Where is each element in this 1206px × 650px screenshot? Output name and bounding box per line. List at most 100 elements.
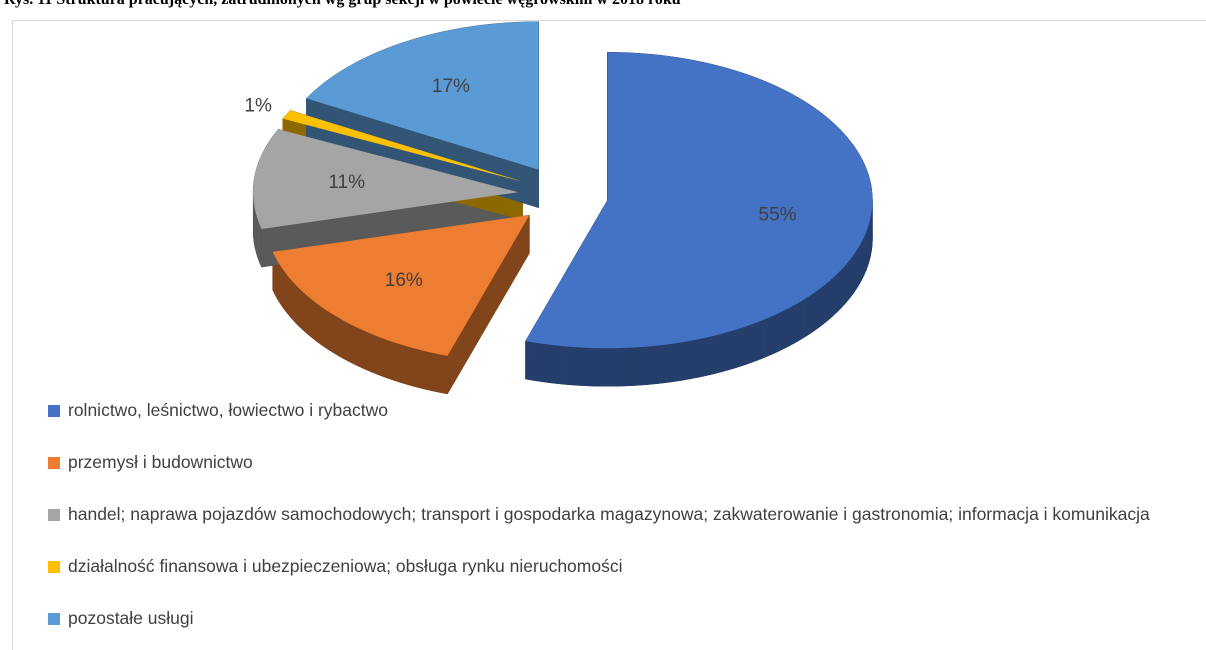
slice-side xyxy=(793,301,801,344)
slice-side xyxy=(774,311,782,354)
slice-side xyxy=(672,342,682,382)
slice-side xyxy=(345,321,352,364)
slice-side xyxy=(753,320,761,363)
slice-side xyxy=(865,228,868,272)
slice-side xyxy=(681,340,691,381)
slice-side xyxy=(836,269,842,313)
data-label: 1% xyxy=(244,95,272,116)
slice-side xyxy=(407,346,416,388)
slice-side xyxy=(415,348,424,390)
slice-side xyxy=(806,293,813,337)
slice-side xyxy=(576,347,587,387)
data-label: 17% xyxy=(432,76,470,97)
legend-item: przemysł i budownictwo xyxy=(48,452,1206,472)
slice-side xyxy=(822,281,828,326)
slice-side xyxy=(550,344,560,385)
slice-side xyxy=(559,345,569,385)
legend-swatch xyxy=(48,509,60,521)
slice-side xyxy=(400,344,409,385)
slice-side xyxy=(585,347,595,387)
slice-side xyxy=(423,350,432,391)
slice-side xyxy=(568,346,578,386)
slice-side xyxy=(364,330,372,373)
legend-label: rolnictwo, leśnictwo, łowiectwo i rybact… xyxy=(68,400,388,420)
slice-side xyxy=(722,330,731,372)
data-label: 16% xyxy=(385,270,423,291)
chart: 55% 16% 11% 1% 17% xyxy=(244,21,873,395)
data-label: 11% xyxy=(328,172,365,193)
legend-swatch xyxy=(48,561,60,573)
legend-swatch xyxy=(48,613,60,625)
slice-side xyxy=(439,354,448,395)
slice xyxy=(253,129,519,230)
slice-side xyxy=(800,297,807,341)
slice-side xyxy=(832,273,838,317)
slice-side xyxy=(767,314,775,357)
slice-side xyxy=(655,344,665,385)
slice-side xyxy=(306,93,311,137)
slice-side xyxy=(311,299,318,343)
slice-side xyxy=(689,338,699,380)
slice-side xyxy=(706,335,715,376)
legend-item: rolnictwo, leśnictwo, łowiectwo i rybact… xyxy=(48,400,1206,420)
slice-side xyxy=(594,347,604,387)
slice xyxy=(525,52,873,349)
slice-side xyxy=(327,310,334,354)
slice-side xyxy=(817,286,823,329)
slice-side xyxy=(781,308,789,351)
chart-frame xyxy=(12,20,1206,650)
slice-side xyxy=(431,352,440,393)
slice-side xyxy=(855,246,859,291)
slice-side xyxy=(861,237,864,281)
slice xyxy=(282,110,523,182)
chart-title: Rys. 11 Struktura pracujących, zatrudnio… xyxy=(4,0,681,9)
slice xyxy=(272,215,530,356)
slice-side xyxy=(333,314,340,357)
slice-side xyxy=(787,304,795,348)
slice-side xyxy=(863,232,867,276)
legend-swatch xyxy=(48,405,60,417)
slice-side xyxy=(257,219,260,263)
slice-side xyxy=(845,260,850,305)
slice-side xyxy=(611,347,622,387)
legend-item: pozostałe usługi xyxy=(48,608,1206,628)
slice-side xyxy=(392,341,401,383)
legend-label: przemysł i budownictwo xyxy=(68,452,253,472)
legend-item: handel; naprawa pojazdów samochodowych; … xyxy=(48,504,1206,524)
slice-side xyxy=(738,326,747,368)
slice-side xyxy=(297,286,303,331)
slice-side xyxy=(385,339,394,381)
slice-side xyxy=(848,255,853,300)
slice-side xyxy=(811,289,818,333)
slice-side xyxy=(306,295,313,339)
legend-swatch xyxy=(48,457,60,469)
slice-side xyxy=(302,291,308,335)
slice-side xyxy=(827,277,833,322)
slice-side xyxy=(293,282,299,327)
slice-side xyxy=(647,345,657,385)
slice-side xyxy=(316,303,323,346)
slice-side xyxy=(760,317,768,360)
slice-side xyxy=(620,347,631,387)
slice-side xyxy=(542,343,552,384)
slice-side xyxy=(852,251,857,296)
slice-side xyxy=(714,333,723,374)
slice-side xyxy=(629,346,639,386)
slice-side xyxy=(730,328,739,370)
slice-side xyxy=(858,241,862,287)
legend-label: działalność finansowa i ubezpieczeniowa;… xyxy=(68,556,623,576)
slice-side xyxy=(841,264,846,309)
slice-side xyxy=(371,333,379,376)
slice-side xyxy=(698,337,707,378)
data-label: 55% xyxy=(759,204,797,225)
slice-side xyxy=(664,343,674,384)
slice-side xyxy=(378,336,386,378)
slice-side xyxy=(259,224,262,268)
slice-side xyxy=(638,346,648,386)
legend-label: pozostałe usługi xyxy=(68,608,194,628)
legend-item: działalność finansowa i ubezpieczeniowa;… xyxy=(48,556,1206,576)
slice-side xyxy=(745,323,754,365)
slice-side xyxy=(321,306,328,350)
slice xyxy=(306,21,539,170)
